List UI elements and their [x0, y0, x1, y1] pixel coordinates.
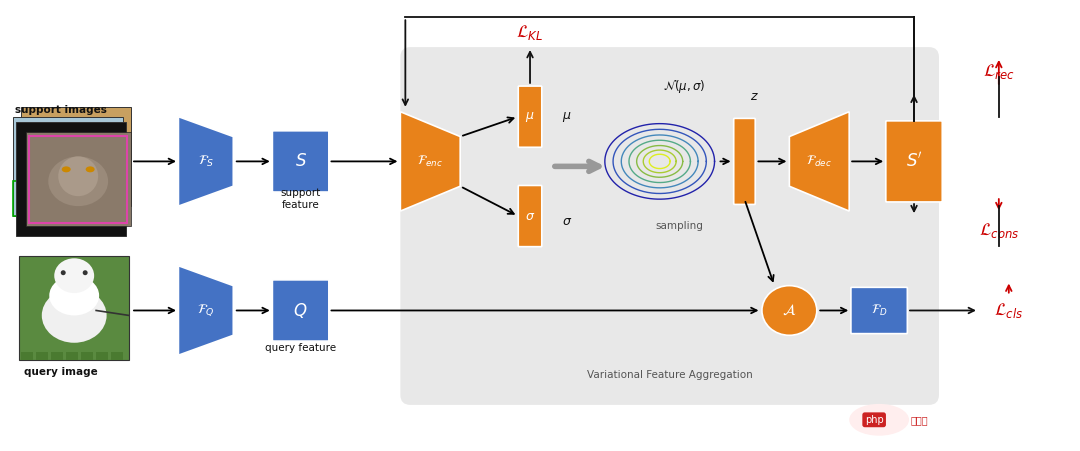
FancyBboxPatch shape [26, 132, 131, 226]
FancyBboxPatch shape [733, 118, 755, 204]
Text: $\sigma$: $\sigma$ [562, 215, 572, 227]
Text: $\mathcal{A}$: $\mathcal{A}$ [782, 303, 797, 318]
FancyBboxPatch shape [22, 107, 131, 206]
FancyBboxPatch shape [37, 352, 49, 360]
Ellipse shape [849, 404, 909, 436]
Ellipse shape [49, 156, 108, 206]
FancyBboxPatch shape [272, 131, 328, 192]
Text: php: php [865, 415, 883, 425]
FancyBboxPatch shape [96, 352, 108, 360]
Polygon shape [789, 112, 849, 211]
Polygon shape [401, 112, 460, 211]
Polygon shape [178, 117, 233, 206]
Ellipse shape [83, 270, 87, 275]
Text: $\mathcal{N}(\mu, \sigma)$: $\mathcal{N}(\mu, \sigma)$ [663, 78, 706, 95]
FancyBboxPatch shape [81, 352, 93, 360]
Text: support images: support images [15, 105, 107, 115]
Polygon shape [178, 266, 233, 355]
Text: $\mu$: $\mu$ [562, 110, 571, 124]
FancyBboxPatch shape [13, 117, 123, 216]
FancyBboxPatch shape [518, 185, 542, 247]
Ellipse shape [58, 156, 98, 196]
Ellipse shape [761, 285, 816, 336]
FancyBboxPatch shape [272, 280, 328, 341]
Text: $\mathcal{F}_S$: $\mathcal{F}_S$ [198, 154, 214, 169]
Ellipse shape [60, 270, 66, 275]
Text: query feature: query feature [265, 343, 336, 353]
Text: $\mathcal{F}_D$: $\mathcal{F}_D$ [870, 303, 888, 318]
Text: $\mathcal{L}_{rec}$: $\mathcal{L}_{rec}$ [983, 62, 1015, 82]
Text: $\mathcal{F}_{enc}$: $\mathcal{F}_{enc}$ [417, 154, 443, 169]
Text: $\mu$: $\mu$ [525, 110, 535, 124]
Text: $\mathcal{F}_Q$: $\mathcal{F}_Q$ [197, 303, 215, 318]
Text: 中文网: 中文网 [910, 415, 928, 425]
Ellipse shape [50, 276, 99, 315]
Text: $z$: $z$ [750, 90, 759, 103]
FancyBboxPatch shape [851, 287, 907, 334]
FancyBboxPatch shape [886, 121, 942, 202]
FancyBboxPatch shape [16, 122, 126, 236]
Ellipse shape [42, 288, 107, 343]
FancyBboxPatch shape [66, 352, 78, 360]
Text: support
feature: support feature [281, 189, 321, 210]
Text: query image: query image [25, 367, 98, 377]
Ellipse shape [62, 166, 70, 172]
Text: $S'$: $S'$ [906, 152, 922, 171]
Text: $\mathcal{L}_{KL}$: $\mathcal{L}_{KL}$ [516, 23, 543, 41]
Text: Variational Feature Aggregation: Variational Feature Aggregation [586, 370, 753, 380]
FancyBboxPatch shape [51, 352, 64, 360]
Text: $\mathcal{F}_{dec}$: $\mathcal{F}_{dec}$ [807, 154, 833, 169]
FancyBboxPatch shape [518, 86, 542, 147]
Text: sampling: sampling [656, 221, 703, 231]
FancyBboxPatch shape [111, 352, 123, 360]
Ellipse shape [85, 166, 95, 172]
Text: $\mathcal{L}_{cons}$: $\mathcal{L}_{cons}$ [978, 221, 1020, 240]
Text: $S$: $S$ [295, 153, 307, 170]
FancyBboxPatch shape [19, 256, 129, 360]
Ellipse shape [54, 258, 94, 293]
FancyBboxPatch shape [22, 352, 33, 360]
Text: $Q$: $Q$ [294, 301, 308, 320]
FancyBboxPatch shape [401, 47, 939, 405]
Text: $\sigma$: $\sigma$ [525, 210, 536, 222]
Text: $\mathcal{L}_{cls}$: $\mathcal{L}_{cls}$ [995, 301, 1024, 320]
